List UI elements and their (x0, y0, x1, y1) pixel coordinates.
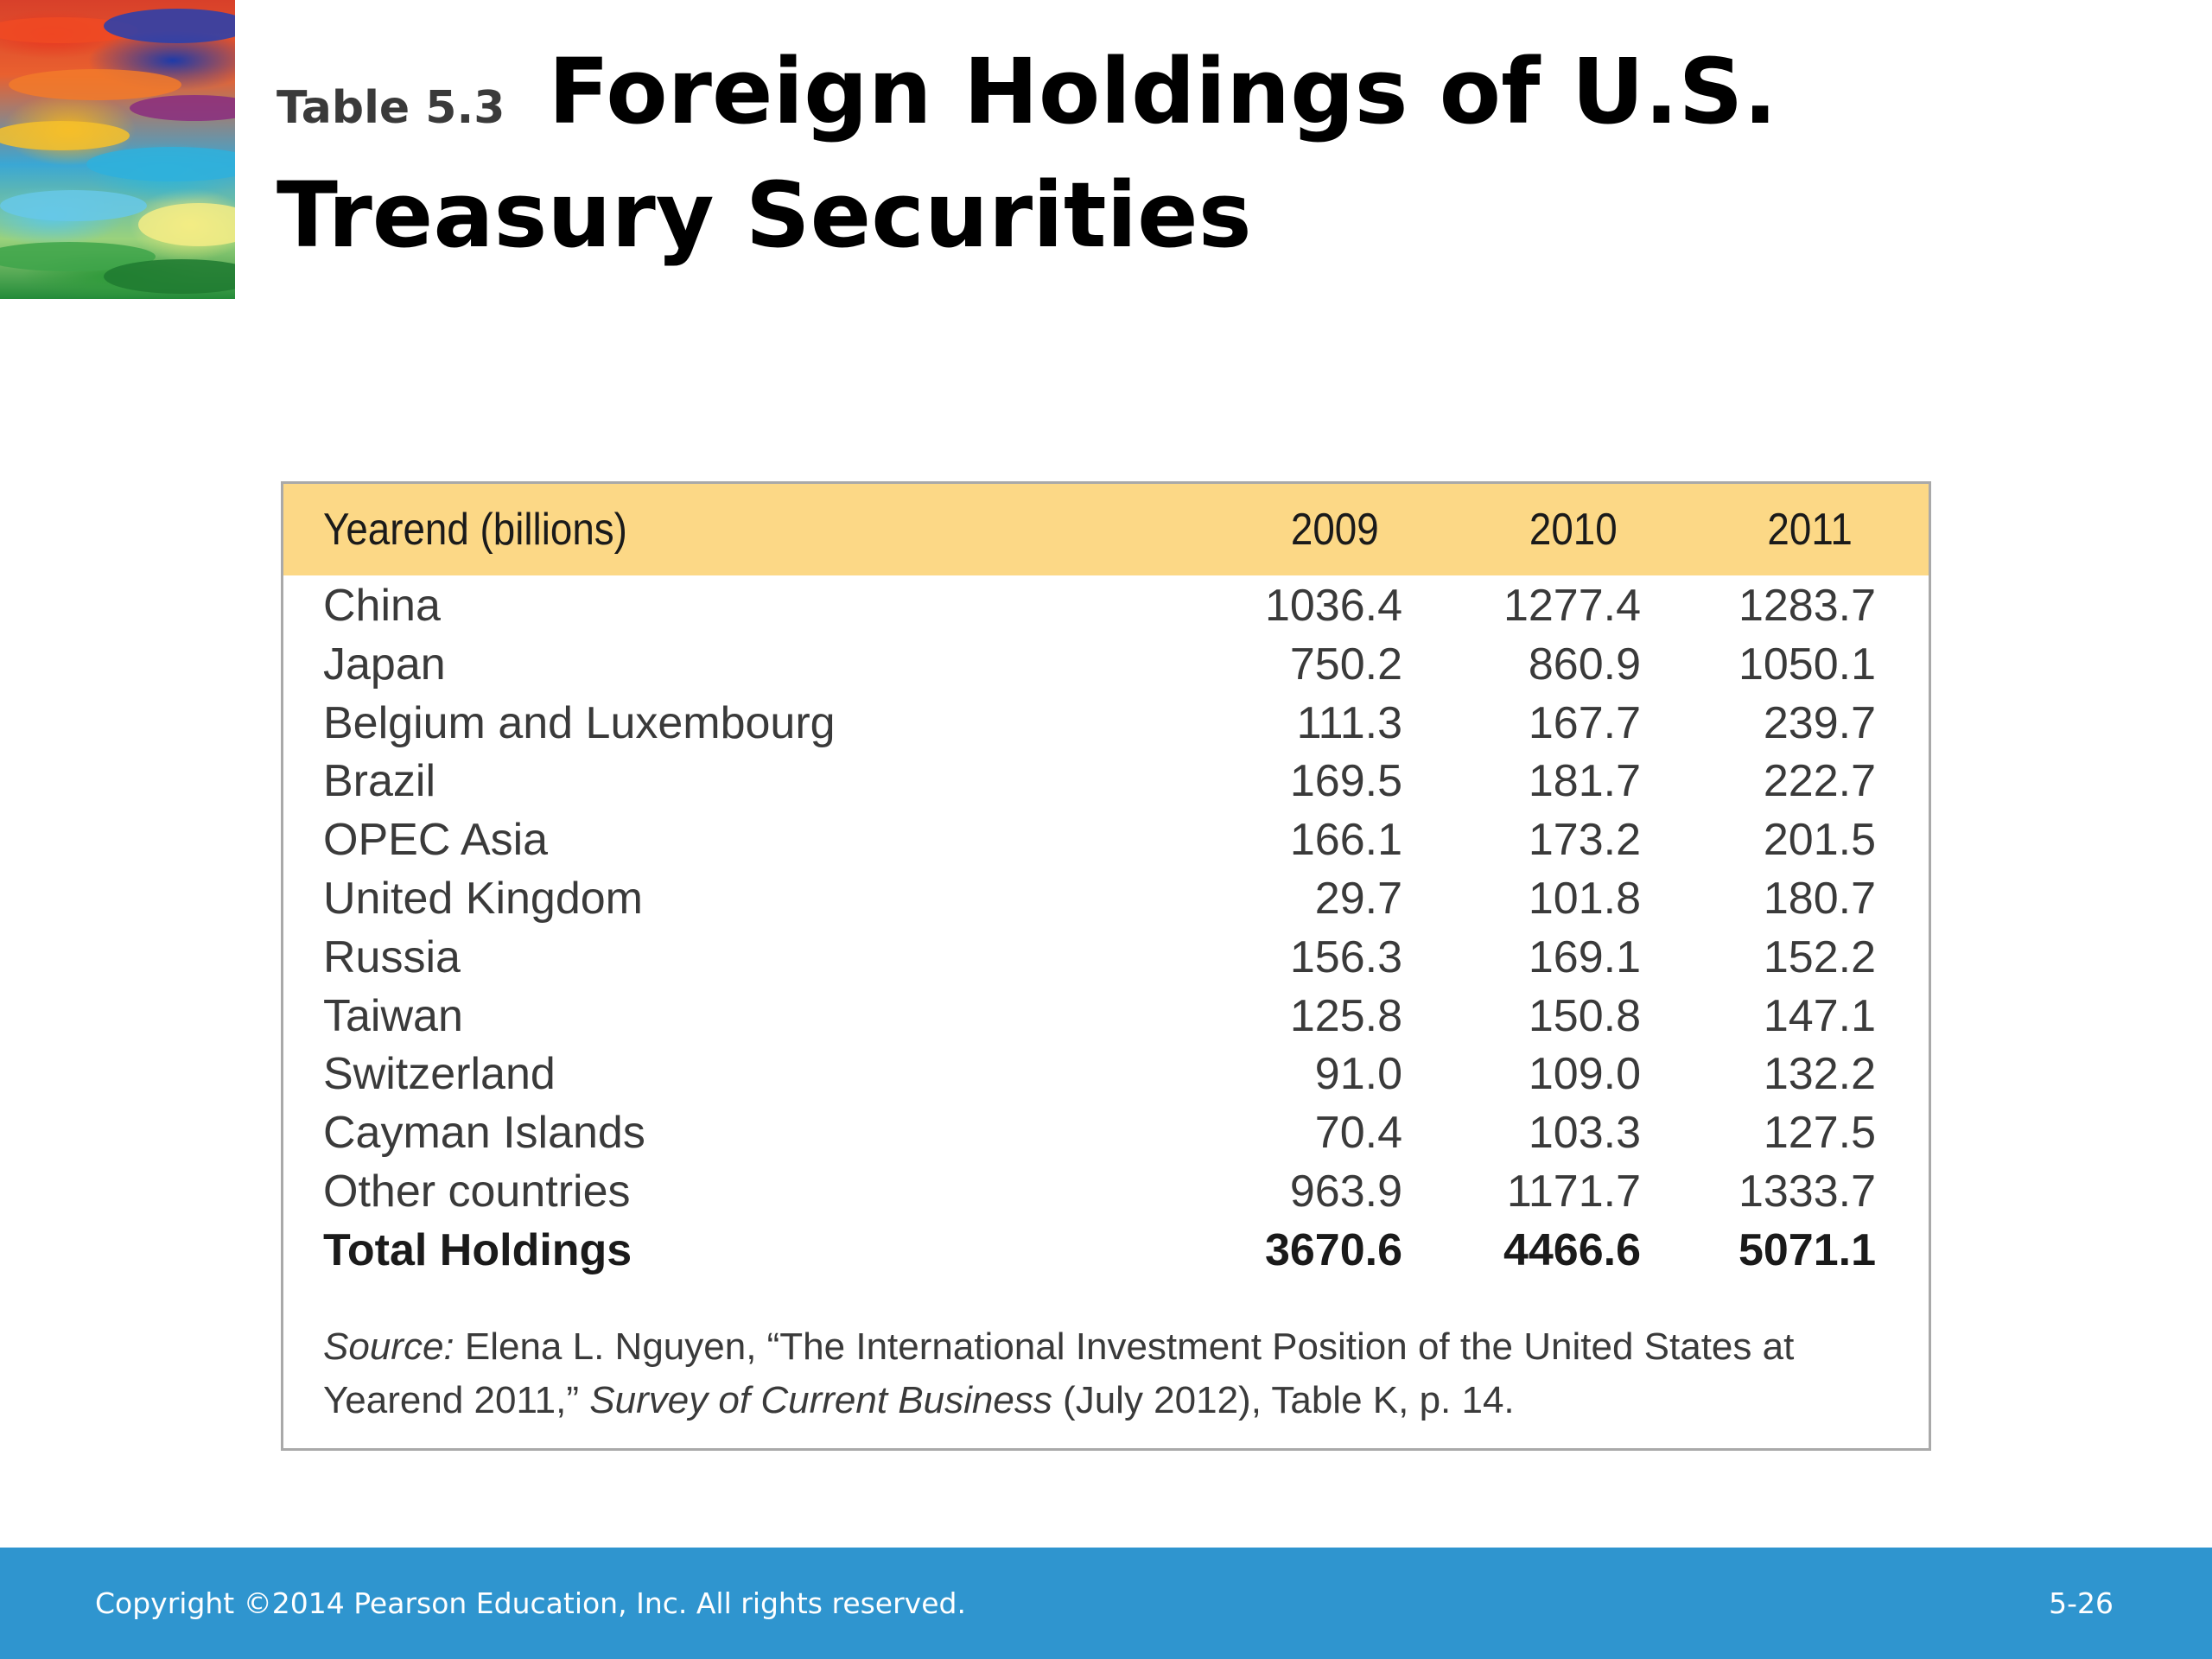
decorative-painting-image (0, 0, 235, 299)
cell-value-2009: 91.0 (1314, 1049, 1402, 1100)
table-title-text: Foreign Holdings of U.S. Treasury Securi… (276, 39, 1777, 268)
cell-value-2010: 1277.4 (1503, 581, 1641, 631)
row-label: China (323, 581, 441, 631)
cell-value-2010: 181.7 (1528, 756, 1641, 807)
row-label: Brazil (323, 756, 436, 807)
row-label: Cayman Islands (323, 1108, 645, 1159)
cell-value-2011: 1050.1 (1738, 639, 1876, 690)
source-citation: Elena L. Nguyen, “The International Inve… (323, 1325, 1795, 1421)
cell-value-2011: 127.5 (1763, 1108, 1876, 1159)
cell-value-2011: 132.2 (1763, 1049, 1876, 1100)
cell-value-2010: 103.3 (1528, 1108, 1641, 1159)
row-label: Japan (323, 639, 446, 690)
row-label: OPEC Asia (323, 815, 549, 866)
cell-value-2010: 109.0 (1528, 1049, 1641, 1100)
cell-value-2011: 180.7 (1763, 874, 1876, 924)
cell-value-2009: 166.1 (1289, 815, 1402, 866)
row-label: United Kingdom (323, 874, 643, 924)
cell-value-2009: 156.3 (1289, 931, 1402, 982)
row-label: Other countries (323, 1166, 631, 1217)
cell-value-2009: 125.8 (1289, 990, 1402, 1041)
cell-value-2009: 750.2 (1289, 639, 1402, 690)
cell-value-2011: 1333.7 (1738, 1166, 1876, 1217)
source-label: Source: (323, 1325, 454, 1368)
table-source-note: Source: Elena L. Nguyen, “The Internatio… (323, 1320, 1904, 1427)
row-label: Belgium and Luxembourg (323, 697, 836, 748)
cell-value-2010: 167.7 (1528, 697, 1641, 748)
footer-bar: Copyright ©2014 Pearson Education, Inc. … (0, 1548, 2212, 1659)
cell-value-2009: 963.9 (1289, 1166, 1402, 1217)
cell-value-2010: 173.2 (1528, 815, 1641, 866)
cell-value-2009: 29.7 (1314, 874, 1402, 924)
row-label: Russia (323, 931, 461, 982)
source-publication: Survey of Current Business (589, 1379, 1052, 1421)
cell-value-2009: 1036.4 (1264, 581, 1402, 631)
source-details: (July 2012), Table K, p. 14. (1052, 1379, 1515, 1421)
row-label: Taiwan (323, 990, 463, 1041)
cell-value-2011: 152.2 (1763, 931, 1876, 982)
column-header-yearend: Yearend (billions) (323, 505, 627, 555)
cell-value-2009: 70.4 (1314, 1108, 1402, 1159)
slide-title: Table 5.3 Foreign Holdings of U.S. Treasu… (276, 38, 2005, 269)
holdings-table: Yearend (billions) 2009 2010 2011 China 1… (281, 481, 1931, 1451)
total-value-2011: 5071.1 (1738, 1224, 1876, 1275)
column-header-2011: 2011 (1767, 505, 1853, 555)
cell-value-2011: 1283.7 (1738, 581, 1876, 631)
cell-value-2011: 201.5 (1763, 815, 1876, 866)
total-value-2010: 4466.6 (1503, 1224, 1641, 1275)
column-header-2010: 2010 (1529, 505, 1618, 555)
column-header-2009: 2009 (1291, 505, 1379, 555)
page-number: 5-26 (2049, 1586, 2113, 1620)
cell-value-2011: 147.1 (1763, 990, 1876, 1041)
total-row-label: Total Holdings (323, 1224, 632, 1275)
cell-value-2010: 1171.7 (1506, 1166, 1641, 1217)
cell-value-2011: 239.7 (1763, 697, 1876, 748)
cell-value-2011: 222.7 (1763, 756, 1876, 807)
table-number: Table 5.3 (276, 82, 505, 134)
cell-value-2009: 111.3 (1296, 697, 1402, 748)
table-header-band: Yearend (billions) 2009 2010 2011 (283, 484, 1929, 575)
copyright-text: Copyright ©2014 Pearson Education, Inc. … (95, 1586, 966, 1620)
cell-value-2009: 169.5 (1289, 756, 1402, 807)
cell-value-2010: 150.8 (1528, 990, 1641, 1041)
cell-value-2010: 101.8 (1528, 874, 1641, 924)
cell-value-2010: 860.9 (1528, 639, 1641, 690)
total-value-2009: 3670.6 (1264, 1224, 1402, 1275)
row-label: Switzerland (323, 1049, 556, 1100)
cell-value-2010: 169.1 (1528, 931, 1641, 982)
